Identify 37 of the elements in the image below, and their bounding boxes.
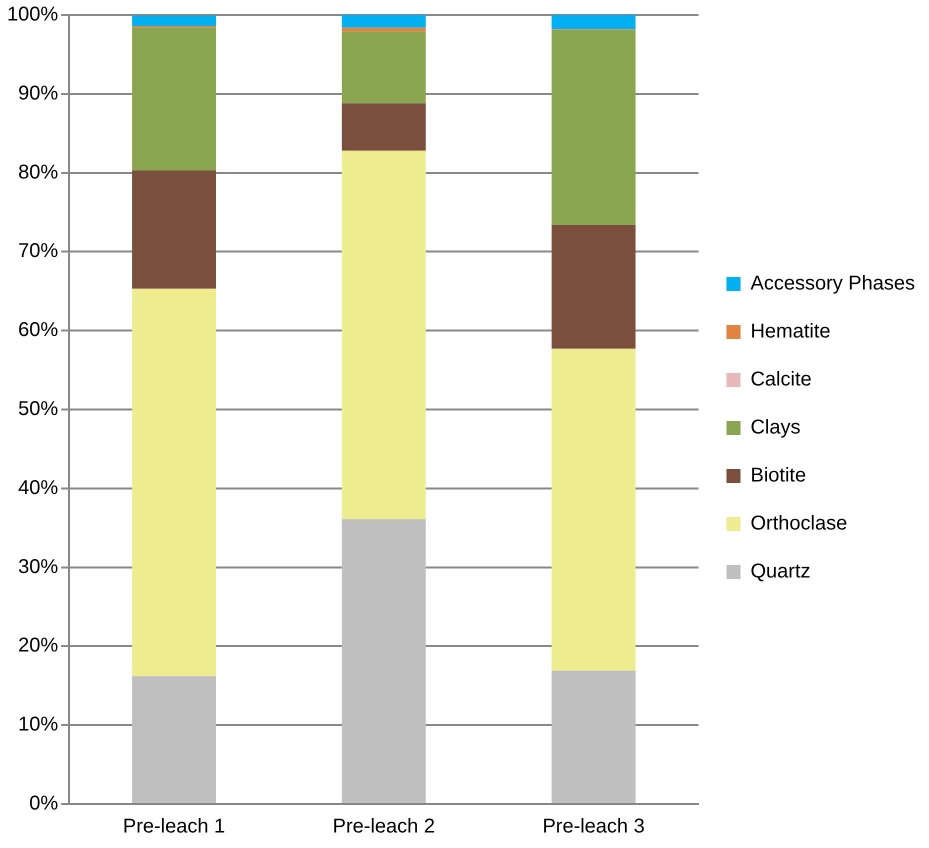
bar — [132, 676, 216, 803]
y-tick-label: 50% — [18, 398, 58, 420]
y-tick-label: 40% — [18, 476, 58, 499]
y-tick-label: 80% — [18, 161, 58, 184]
y-tick-label: 90% — [18, 82, 58, 104]
x-tick-label: Pre-leach 1 — [122, 816, 226, 838]
y-tick-label: 0% — [29, 792, 58, 815]
bar — [342, 32, 426, 104]
bar — [132, 170, 216, 289]
y-tick-label: 10% — [18, 714, 58, 736]
bar — [552, 348, 636, 671]
bar — [342, 103, 426, 151]
y-tick-label: 60% — [18, 319, 58, 342]
legend-label: Clays — [750, 416, 801, 439]
bar — [132, 28, 216, 170]
x-tick-label: Pre-leach 3 — [542, 816, 645, 838]
bar — [552, 15, 636, 30]
bar — [342, 519, 426, 803]
legend-label: Quartz — [750, 560, 811, 583]
bar — [342, 15, 426, 28]
legend-label: Orthoclase — [750, 512, 848, 535]
y-tick-label: 70% — [18, 240, 58, 262]
bar — [342, 28, 426, 32]
bar — [132, 16, 216, 26]
y-tick-label: 20% — [18, 634, 58, 657]
bar — [552, 30, 636, 225]
y-tick-label: 30% — [18, 556, 58, 578]
x-tick-label: Pre-leach 2 — [332, 816, 435, 838]
legend-label: Hematite — [750, 320, 831, 343]
bar — [552, 224, 636, 349]
legend-label: Accessory Phases — [750, 272, 916, 295]
bar — [552, 670, 636, 803]
legend-label: Calcite — [750, 368, 812, 391]
legend-label: Biotite — [750, 464, 806, 487]
y-tick-label: 100% — [6, 4, 58, 26]
bar — [132, 288, 216, 676]
bar — [342, 150, 426, 520]
